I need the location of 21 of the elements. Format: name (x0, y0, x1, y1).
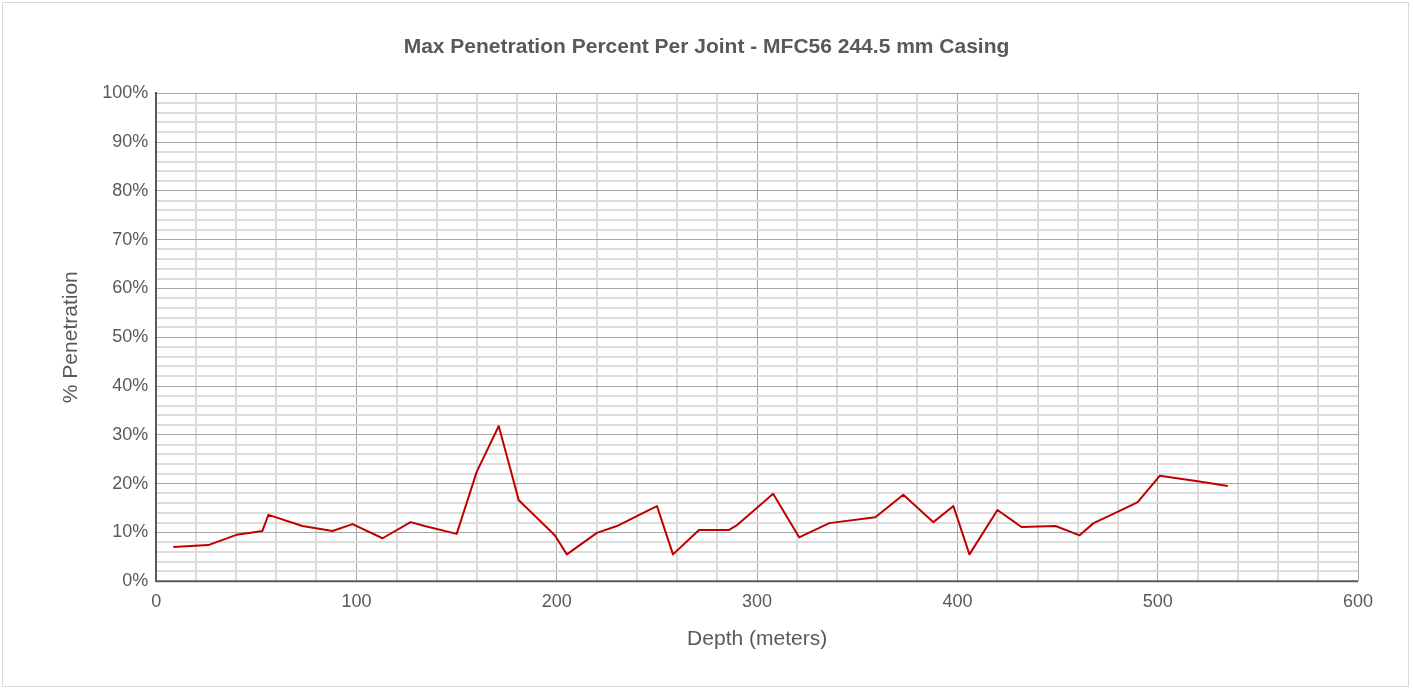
x-tick-label: 300 (742, 590, 773, 611)
y-tick-label: 40% (112, 374, 149, 395)
y-tick-label: 70% (112, 228, 149, 249)
x-axis-title: Depth (meters) (687, 626, 828, 650)
y-tick-label: 60% (112, 277, 149, 298)
x-tick-label: 500 (1142, 590, 1173, 611)
y-tick-label: 50% (112, 326, 149, 347)
x-tick-label: 600 (1342, 590, 1374, 611)
x-tick-label: 400 (942, 590, 973, 611)
chart-title: Max Penetration Percent Per Joint - MFC56 244.5 mm Casing (403, 34, 1010, 58)
y-tick-label: 0% (122, 570, 149, 591)
y-axis-title: % Penetration (58, 271, 82, 404)
y-tick-label: 100% (102, 82, 149, 103)
y-tick-label: 10% (112, 521, 149, 542)
y-tick-label: 30% (112, 423, 149, 444)
x-tick-label: 100 (341, 590, 372, 611)
y-tick-label: 80% (112, 179, 149, 200)
y-tick-label: 20% (112, 472, 149, 493)
x-tick-label: 0 (151, 590, 162, 611)
x-tick-label: 200 (541, 590, 572, 611)
y-tick-label: 90% (112, 130, 149, 151)
